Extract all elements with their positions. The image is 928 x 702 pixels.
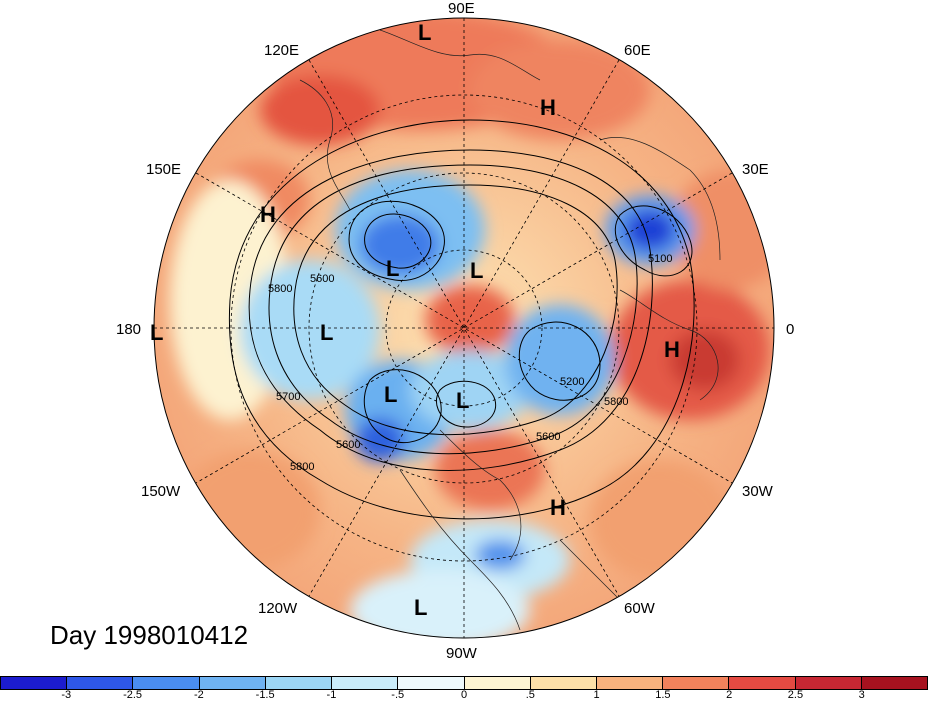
longitude-labels: 90E 60E 30E 0 30W 60W 90W 120W 150W 180 … xyxy=(116,0,794,662)
contour-label: 5800 xyxy=(290,461,314,473)
colorbar-tick-label: 1 xyxy=(593,689,600,701)
pressure-center-group: L L L L L L L L H H H H xyxy=(150,20,680,620)
contour-label: 5600 xyxy=(336,439,360,451)
colorbar-tick-label: 0 xyxy=(460,689,468,701)
high-center: H xyxy=(260,202,276,227)
lon-label-60w: 60W xyxy=(624,600,656,617)
geopotential-contours xyxy=(228,119,695,520)
colorbar-swatch xyxy=(133,677,200,689)
colorbar-labels: -3 -2.5 -2 -1.5 -1 -.5 0 .5 1 1.5 2 2.5 3 xyxy=(0,689,928,702)
graticule xyxy=(154,18,774,638)
lon-label-120w: 120W xyxy=(258,600,298,617)
lon-label-30e: 30E xyxy=(742,161,769,178)
low-center: L xyxy=(386,256,399,281)
lon-label-180: 180 xyxy=(116,321,141,338)
colorbar-swatch xyxy=(67,677,134,689)
colorbar-swatch xyxy=(530,677,597,689)
colorbar-swatch xyxy=(663,677,730,689)
high-center: H xyxy=(550,495,566,520)
contour-label: 5200 xyxy=(560,376,584,388)
colorbar-swatch xyxy=(861,677,928,689)
colorbar-tick-label: 3 xyxy=(858,689,865,701)
lon-label-150w: 150W xyxy=(141,483,181,500)
colorbar-tick-label: -2.5 xyxy=(123,689,143,701)
lon-label-150e: 150E xyxy=(146,161,181,178)
high-center: H xyxy=(664,337,680,362)
colorbar-swatch xyxy=(795,677,862,689)
lon-label-120e: 120E xyxy=(264,42,299,59)
colorbar-tick-label: -1.5 xyxy=(255,689,275,701)
colorbar-tick-label: .5 xyxy=(525,689,535,701)
contour-label: 5800 xyxy=(604,396,628,408)
lon-label-90e: 90E xyxy=(448,0,475,17)
colorbar-swatch xyxy=(596,677,664,689)
colorbar-tick-label: 1.5 xyxy=(655,689,671,701)
low-center: L xyxy=(456,388,469,413)
lon-label-0: 0 xyxy=(786,321,794,338)
contour-label-group: 5800 5600 5700 5600 5800 5200 5600 5800 … xyxy=(268,253,672,473)
lon-label-90w: 90W xyxy=(446,645,478,662)
colorbar-tick-label: 2.5 xyxy=(787,689,804,701)
coastlines xyxy=(299,29,721,631)
high-center: H xyxy=(540,95,556,120)
contour-label: 5600 xyxy=(310,273,334,285)
colorbar-tick-label: -1 xyxy=(326,689,337,701)
colorbar-swatch xyxy=(729,677,796,689)
low-center: L xyxy=(414,595,427,620)
colorbar-swatch xyxy=(398,677,465,689)
lon-label-60e: 60E xyxy=(624,42,651,59)
low-center: L xyxy=(320,320,333,345)
colorbar-swatch xyxy=(332,677,399,689)
date-title: Day 1998010412 xyxy=(50,620,249,650)
contour-label: 5600 xyxy=(536,431,560,443)
contour-label: 5100 xyxy=(648,253,672,265)
colorbar xyxy=(0,676,928,690)
colorbar-tick-label: 2 xyxy=(726,689,733,701)
colorbar-swatch xyxy=(1,677,68,689)
colorbar-tick-label: -2 xyxy=(193,689,204,701)
colorbar-swatch xyxy=(199,677,266,689)
colorbar-tick-label: -3 xyxy=(61,689,72,701)
low-center: L xyxy=(418,20,431,45)
anomaly-shading xyxy=(154,18,774,638)
low-center: L xyxy=(150,320,163,345)
low-center: L xyxy=(470,258,483,283)
contour-label: 5700 xyxy=(276,391,300,403)
map-border xyxy=(153,17,775,639)
colorbar-tick-label: -.5 xyxy=(391,689,405,701)
lon-label-30w: 30W xyxy=(742,483,774,500)
contour-label: 5800 xyxy=(268,283,292,295)
colorbar-swatch xyxy=(265,677,333,689)
low-center: L xyxy=(384,382,397,407)
colorbar-swatch xyxy=(464,677,531,689)
